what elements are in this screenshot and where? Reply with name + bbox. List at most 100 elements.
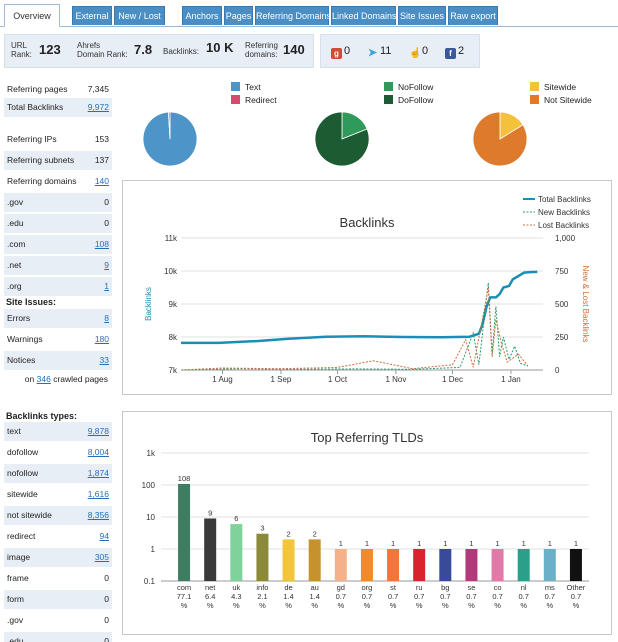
row-value: 153 [94,134,109,144]
percent-label: 0.7 [571,592,581,601]
chart-title: Top Referring TLDs [311,430,424,445]
percent-unit: % [494,601,501,610]
domain-rank-label-2: Domain Rank: [77,50,128,59]
legend-swatch [530,95,539,104]
bar-st [387,549,400,581]
row-value-link[interactable]: 180 [94,334,109,344]
tab-new-lost[interactable]: New / Lost [114,6,165,25]
url-rank-label: URL [11,41,28,50]
site-issues-title: Site Issues: [6,297,57,307]
y-tick-label: 11k [165,234,178,243]
row-label: form [7,594,24,604]
row-label: Referring subnets [7,155,75,165]
percent-label: 0.7 [492,592,502,601]
percent-label: 0.7 [336,592,346,601]
twitter-count[interactable]: ➤ 11 [367,45,392,59]
backlink-type-row: dofollow 8,004 [4,443,112,462]
y-tick-label: 9k [169,300,178,309]
row-value-link[interactable]: 33 [99,355,109,365]
percent-unit: % [416,601,423,610]
summary-row-referring-pages: Referring pages 7,345 [4,80,112,99]
bar-co [491,549,504,581]
tab-external[interactable]: External [72,6,112,25]
tab-linked-domains[interactable]: Linked Domains [331,6,397,25]
gplus-value: 0 [344,45,351,57]
referring-row: Referring IPs 153 [4,130,112,149]
bar-com [178,483,191,581]
row-value-link[interactable]: 8,356 [87,510,109,520]
bar-info [256,533,269,581]
bar-net [204,518,217,581]
category-label: au [311,583,319,592]
tab-anchors[interactable]: Anchors [182,6,222,25]
backlinks-label: Backlinks: [163,47,200,56]
y-tick-label: 10 [146,513,155,522]
row-value-link[interactable]: 8,004 [87,447,109,457]
category-label: nl [521,583,527,592]
like-count[interactable]: ☝0 [409,45,428,59]
row-value-link[interactable]: 9,878 [87,426,109,436]
tab-site-issues[interactable]: Site Issues [398,6,446,25]
crawled-pages-link[interactable]: 346 [36,374,51,384]
row-label: sitewide [7,489,38,499]
tab-referring-domains[interactable]: Referring Domains [255,6,331,25]
bar-value-label: 1 [469,539,473,548]
row-label: Referring pages [7,84,68,94]
percent-unit: % [337,601,344,610]
row-value-link[interactable]: 1 [104,281,109,291]
url-rank-value: 123 [39,42,61,57]
total-backlinks-link[interactable]: 9,972 [87,102,109,112]
percent-label: 0.7 [362,592,372,601]
referring-domains-label: Referring [245,41,278,50]
x-tick-label: 1 Jan [501,375,521,384]
bar-au [308,539,321,581]
legend-swatch [384,95,393,104]
twitter-value: 11 [380,45,392,57]
backlink-type-row: nofollow 1,874 [4,464,112,483]
backlink-type-row: redirect 94 [4,527,112,546]
x-tick-label: 1 Nov [385,375,406,384]
tab-raw-export[interactable]: Raw export [448,6,498,25]
legend-label: New Backlinks [538,208,590,217]
bar-ms [543,549,556,581]
category-label: Other [567,583,586,592]
row-value-link[interactable]: 9 [104,260,109,270]
row-label: .net [7,260,22,270]
tab-overview[interactable]: Overview [4,4,60,27]
category-label: uk [232,583,240,592]
bar-ru [413,549,426,581]
percent-unit: % [285,601,292,610]
row-label: .edu [7,636,24,642]
bar-value-label: 1 [339,539,343,548]
bar-value-label: 1 [417,539,421,548]
row-value-link[interactable]: 1,874 [87,468,109,478]
bar-value-label: 1 [443,539,447,548]
legend-text: Text [231,82,261,92]
row-value-link[interactable]: 8 [104,313,109,323]
category-label: ms [545,583,555,592]
bar-value-label: 9 [208,508,212,517]
row-value: 7,345 [87,84,109,94]
percent-unit: % [207,601,214,610]
row-value-link[interactable]: 140 [94,176,109,186]
percent-unit: % [442,601,449,610]
bar-value-label: 1 [548,539,552,548]
row-label: .org [7,281,22,291]
tab-pages[interactable]: Pages [224,6,253,25]
referring-row: .com 108 [4,235,112,254]
row-value-link[interactable]: 94 [99,531,109,541]
site-issue-row: Notices 33 [4,351,112,370]
site-issue-row: Warnings 180 [4,330,112,349]
referring-row: Referring domains 140 [4,172,112,191]
legend-swatch [530,82,539,91]
bar-value-label: 108 [178,474,191,483]
percent-unit: % [259,601,266,610]
row-value-link[interactable]: 1,616 [87,489,109,499]
x-tick-label: 1 Dec [442,375,463,384]
row-value-link[interactable]: 305 [94,552,109,562]
row-value-link[interactable]: 108 [94,239,109,249]
bar-value-label: 1 [522,539,526,548]
url-rank-label-2: Rank: [11,50,32,59]
